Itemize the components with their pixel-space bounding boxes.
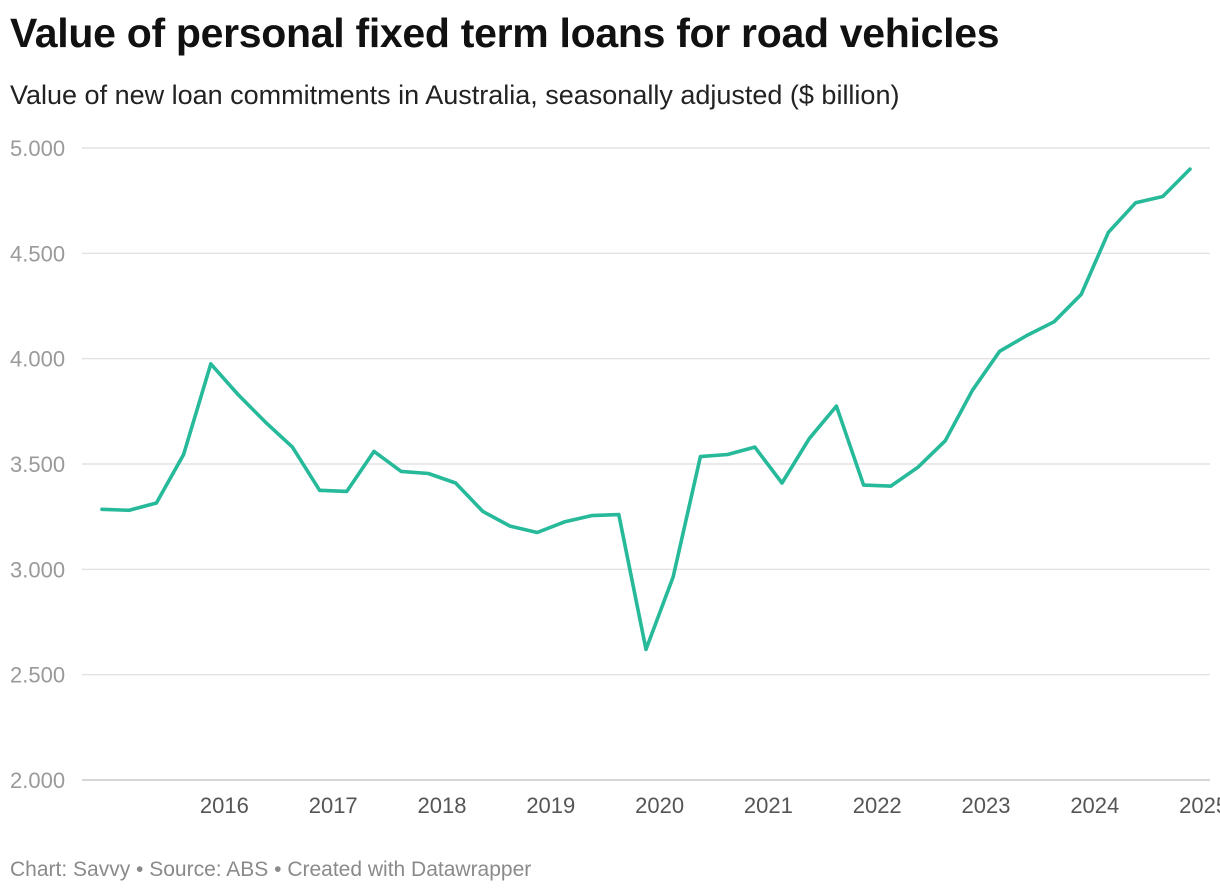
data-point [753,445,757,449]
data-point [862,483,866,487]
x-tick-label: 2024 [1070,793,1119,818]
y-tick-label: 5.000 [10,136,65,161]
x-tick-label: 2025 [1179,793,1220,818]
data-point [590,514,594,518]
data-point [182,452,186,457]
data-point [1134,201,1138,205]
x-tick-label: 2020 [635,793,684,818]
data-point [454,481,458,485]
data-point [263,420,267,424]
data-point [100,507,104,511]
x-axis: 2016 2017 2018 2019 2020 2021 2022 2023 2024 2025 [200,793,1220,818]
data-point [372,449,376,453]
data-point [834,404,839,408]
data-point [807,437,811,441]
data-point [154,501,158,505]
data-point [236,392,240,397]
chart-subtitle: Value of new loan commitments in Austral… [10,80,900,110]
data-point [698,455,703,459]
data-point [318,488,322,492]
x-tick-label: 2023 [962,793,1011,818]
chart-footer: Chart: Savvy • Source: ABS • Created wit… [10,858,532,881]
data-point [399,469,403,473]
data-point [1025,333,1029,338]
y-tick-label: 4.500 [10,241,65,266]
data-point [617,513,621,517]
data-point [671,575,675,579]
data-point [970,388,975,392]
y-tick-label: 3.500 [10,452,65,477]
y-tick-label: 3.000 [10,557,65,582]
chart-title: Value of personal fixed term loans for r… [10,10,1000,56]
data-point [290,445,294,449]
data-point [508,524,512,528]
data-point [943,439,947,443]
data-point [1188,167,1192,171]
data-point [998,349,1002,353]
x-tick-label: 2016 [200,793,249,818]
x-tick-label: 2018 [418,793,467,818]
x-tick-label: 2021 [744,793,793,818]
data-point [916,465,920,469]
data-point [562,520,567,524]
y-tick-label: 2.000 [10,768,65,793]
data-point [345,489,349,493]
gridlines [82,147,1210,781]
data-point [726,452,730,457]
data-point [644,647,648,652]
y-tick-label: 4.000 [10,347,65,372]
data-point [481,509,485,513]
data-point [127,508,131,512]
y-axis: 2.000 2.500 3.000 3.500 4.000 4.500 5.000 [10,136,65,793]
series-line [100,167,1192,652]
x-tick-label: 2022 [853,793,902,818]
data-point [1161,194,1165,199]
x-tick-label: 2019 [526,793,575,818]
data-point [535,530,539,535]
y-tick-label: 2.500 [10,663,65,688]
data-point [1079,292,1083,296]
data-point [209,362,213,366]
data-point [780,481,784,485]
data-point [1052,320,1056,324]
data-point [1106,230,1110,234]
x-tick-label: 2017 [309,793,358,818]
series-layer [100,167,1192,652]
data-point [426,471,430,476]
data-point [889,484,893,488]
